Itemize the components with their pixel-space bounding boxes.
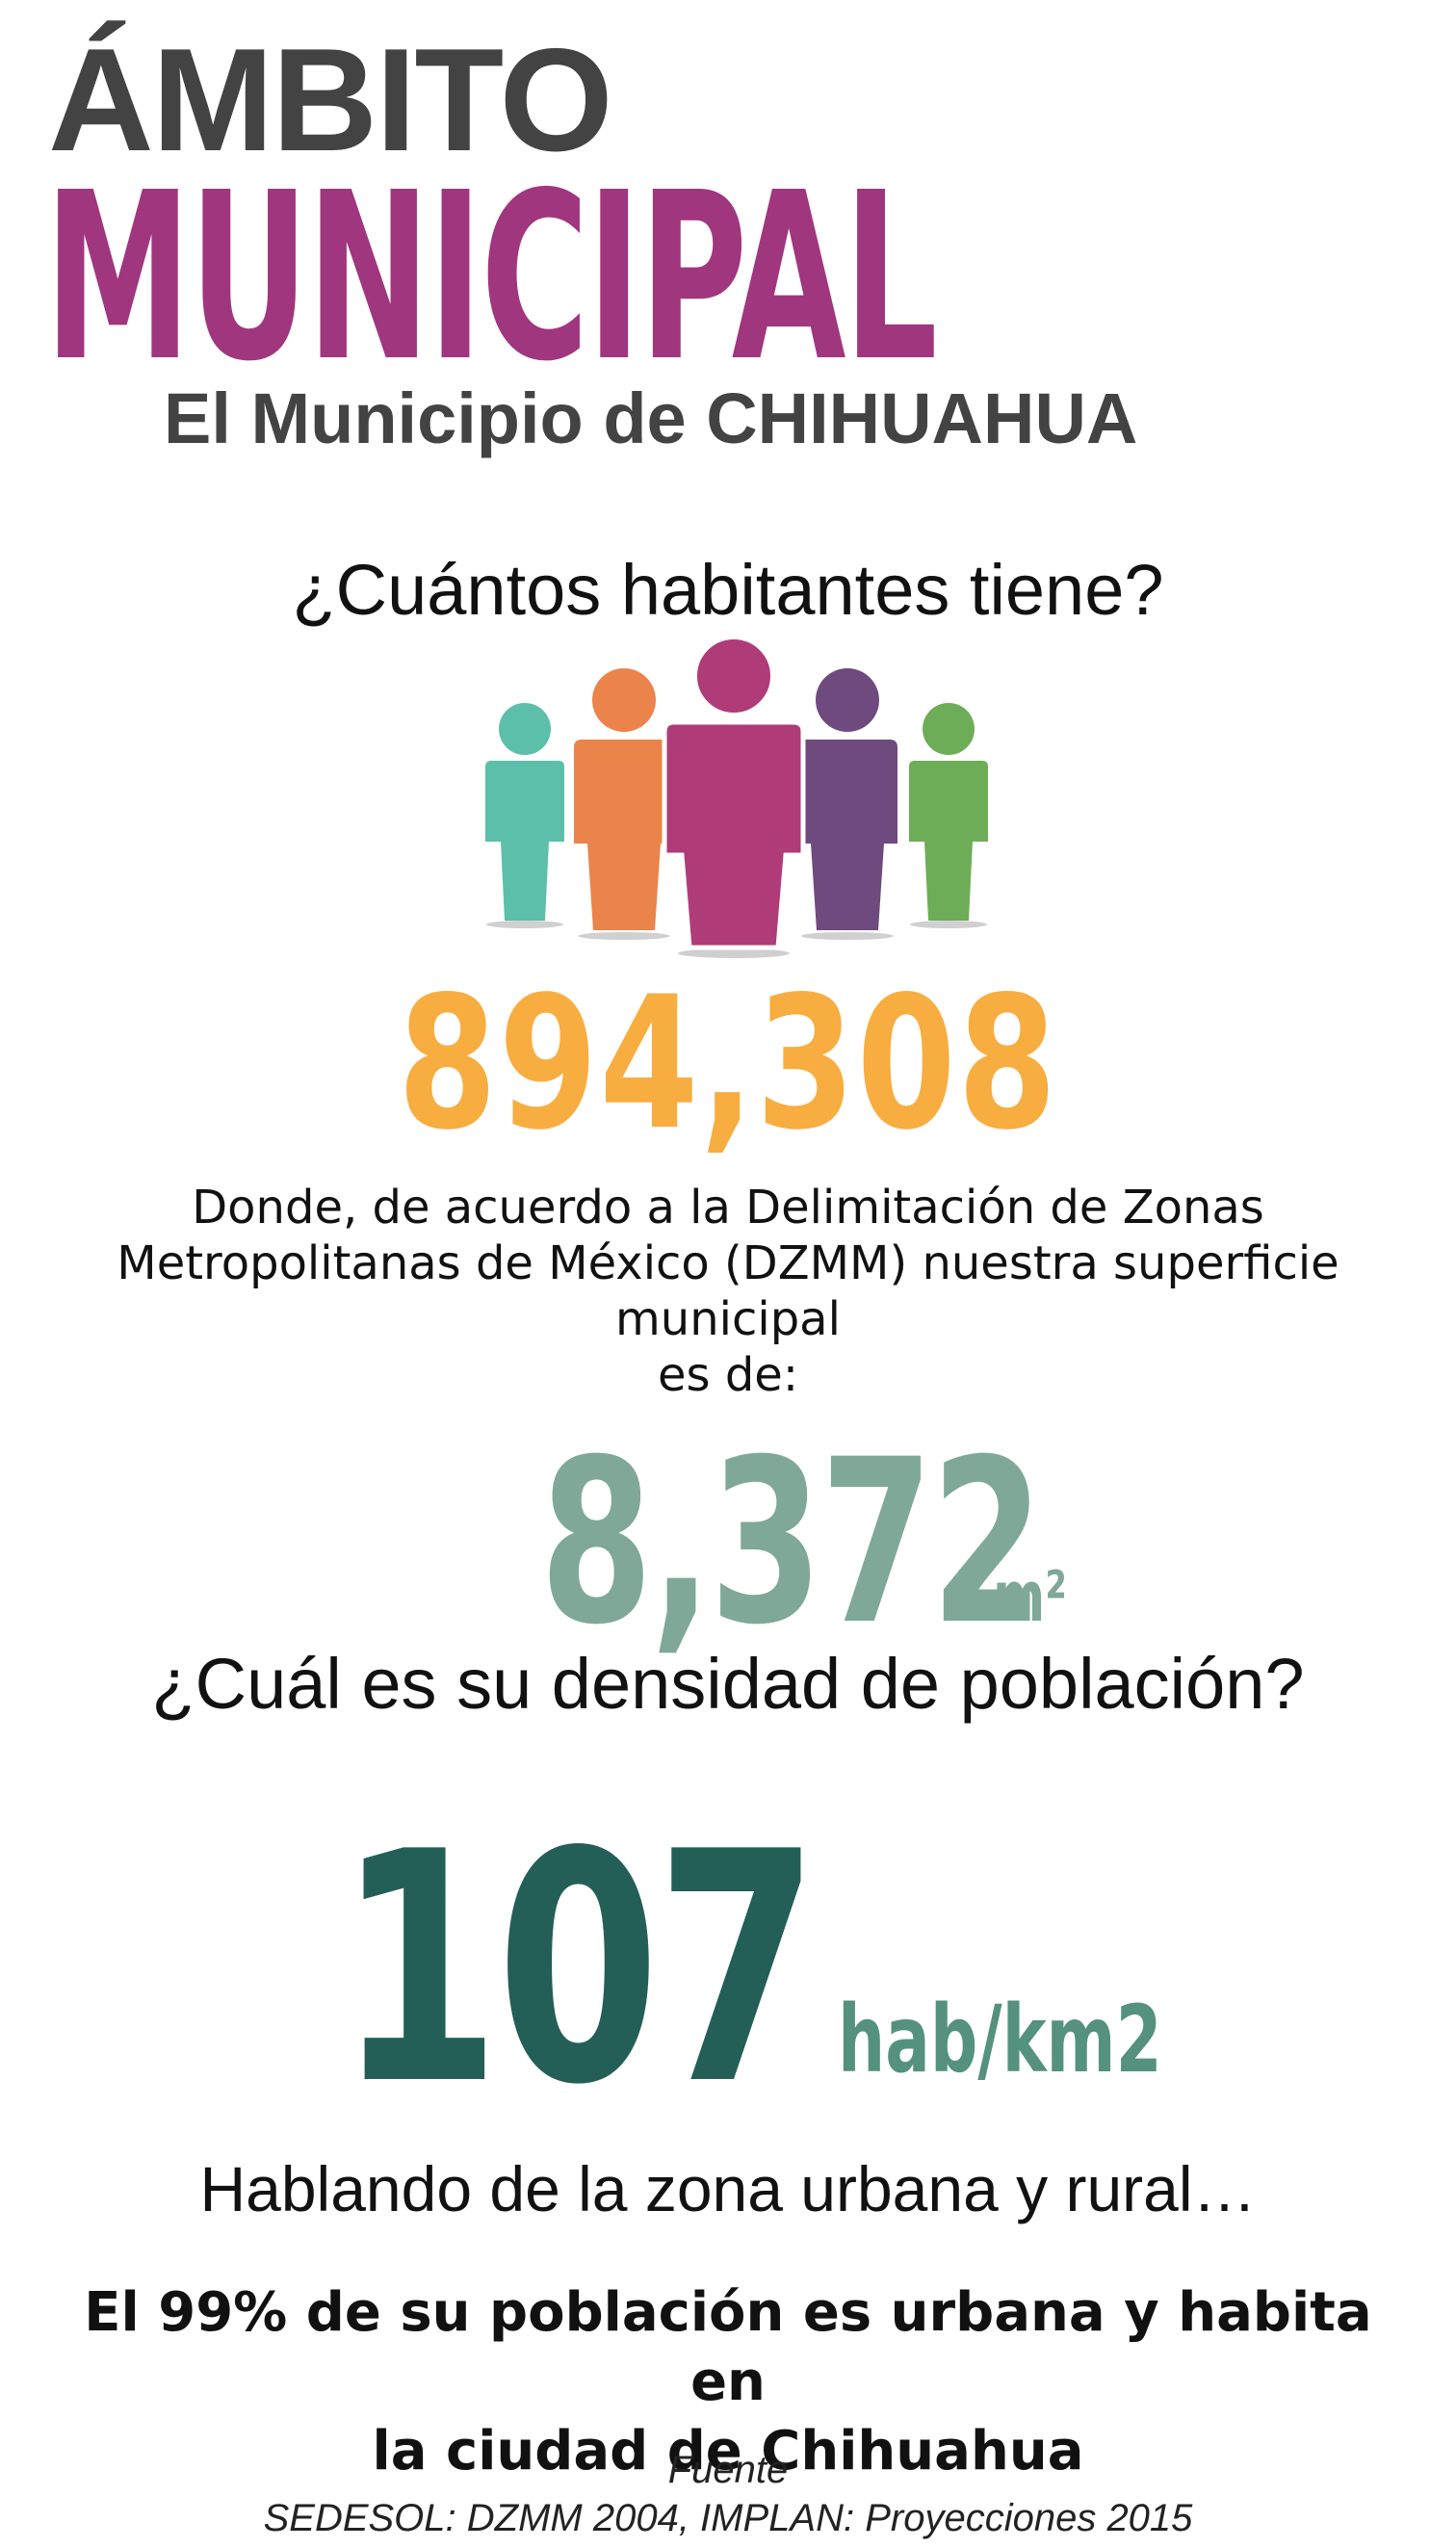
population-question: ¿Cuántos habitantes tiene? [292, 550, 1164, 630]
area-figure: 8,372Km² [0, 1430, 1456, 1656]
area-description-line: Metropolitanas de México (DZMM) nuestra … [117, 1236, 1339, 1290]
urban-conclusion-line: El 99% de su población es urbana y habit… [84, 2281, 1372, 2413]
person-5 [909, 703, 988, 921]
area-description-line: municipal [615, 1292, 841, 1346]
people-icon [485, 636, 988, 958]
title-top: ÁMBITO [48, 18, 613, 182]
shadow-1 [486, 921, 563, 928]
source-text: SEDESOL: DZMM 2004, IMPLAN: Proyecciones… [263, 2497, 1193, 2539]
urban-conclusion: El 99% de su población es urbana y habit… [77, 2278, 1379, 2486]
area-description: Donde, de acuerdo a la Delimitación de Z… [96, 1180, 1360, 1403]
area-description-line: Donde, de acuerdo a la Delimitación de Z… [192, 1181, 1264, 1235]
shadow-5 [910, 921, 987, 928]
area-value: 8,372 [539, 1412, 1045, 1675]
person-1 [485, 703, 564, 921]
source-citation: Fuente SEDESOL: DZMM 2004, IMPLAN: Proye… [0, 2446, 1456, 2542]
shadow-4 [801, 932, 894, 940]
urban-conclusion-line: la ciudad de Chihuahua [372, 2420, 1084, 2483]
person-2 [574, 668, 674, 930]
shadow-2 [578, 932, 670, 940]
area-description-line: es de: [658, 1348, 798, 1402]
area-unit: Km² [954, 1556, 1068, 1637]
shadow-3 [678, 949, 790, 958]
urban-rural-intro: Hablando de la zona urbana y rural… [199, 2153, 1257, 2224]
person-4 [797, 668, 897, 930]
density-unit: hab/km2 [838, 1986, 1162, 2093]
title-main: MUNICIPAL [44, 143, 938, 412]
page-subtitle: El Municipio de CHIHUAHUA [164, 378, 1138, 458]
person-3 [662, 636, 806, 950]
source-label: Fuente [667, 2449, 789, 2491]
density-value: 107 [337, 1784, 819, 2154]
density-question: ¿Cuál es su densidad de población? [151, 1644, 1305, 1724]
population-value: 894,308 [398, 957, 1058, 1170]
